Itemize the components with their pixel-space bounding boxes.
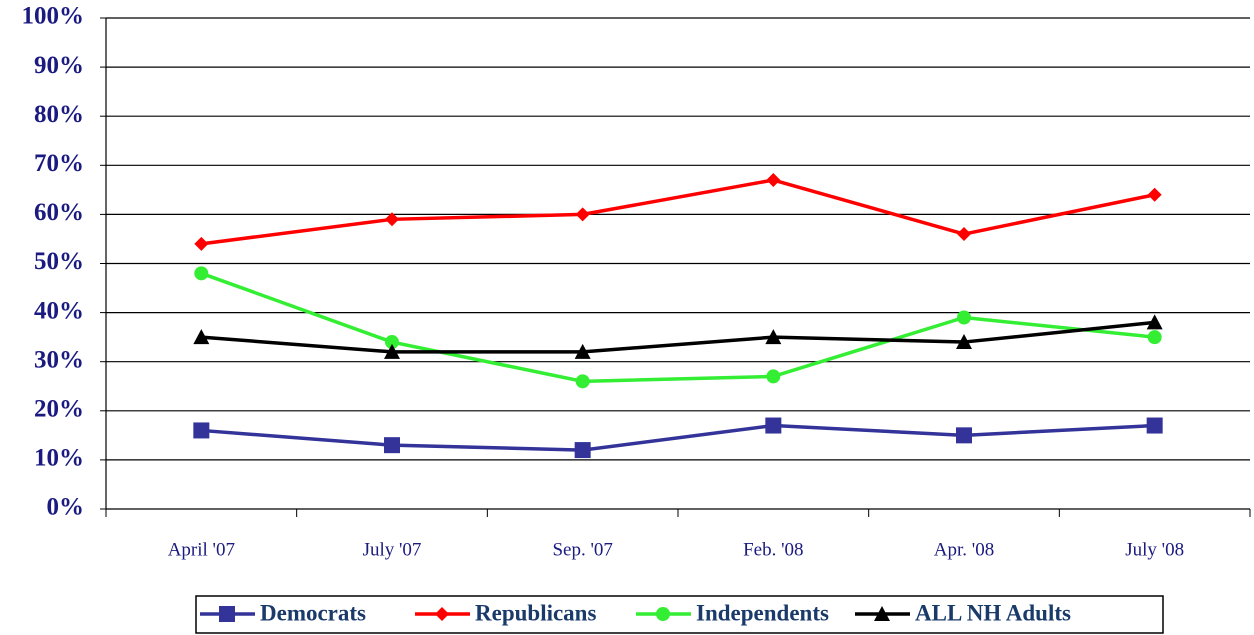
legend-label: Democrats <box>260 600 366 625</box>
marker <box>1146 417 1163 434</box>
marker <box>575 374 590 389</box>
series-line <box>200 271 1155 384</box>
marker <box>574 442 591 459</box>
legend-marker <box>435 607 449 621</box>
marker <box>957 227 971 242</box>
marker <box>766 173 781 188</box>
marker <box>765 329 782 345</box>
legend-label: Republicans <box>475 600 596 625</box>
y-tick-label: 60% <box>34 199 84 226</box>
legend-marker <box>874 606 890 621</box>
marker <box>766 369 781 384</box>
y-tick-label: 80% <box>34 101 84 128</box>
x-tick-label: Apr. '08 <box>934 539 994 560</box>
legend-marker <box>656 607 670 621</box>
y-tick-label: 70% <box>34 150 84 177</box>
y-tick-label: 50% <box>34 248 84 275</box>
marker <box>956 427 972 444</box>
series-line <box>201 178 1156 246</box>
x-tick-label: July '07 <box>363 539 422 560</box>
y-tick-label: 20% <box>34 396 84 423</box>
legend-label: Independents <box>696 600 829 625</box>
x-tick-label: July '08 <box>1125 539 1184 560</box>
marker <box>193 422 210 439</box>
marker <box>385 335 399 350</box>
x-tick-label: Sep. '07 <box>552 539 612 560</box>
marker <box>384 437 400 454</box>
marker <box>1146 314 1163 330</box>
legend-marker <box>219 606 235 622</box>
y-tick-label: 90% <box>34 52 84 79</box>
series-line <box>201 423 1155 452</box>
y-tick-label: 40% <box>34 297 84 324</box>
marker <box>1147 330 1162 345</box>
marker <box>956 334 972 350</box>
marker <box>575 207 590 222</box>
marker <box>385 212 399 227</box>
series-line <box>201 320 1155 354</box>
marker <box>1147 187 1162 202</box>
x-tick-label: Feb. '08 <box>743 539 803 560</box>
marker <box>193 329 210 345</box>
marker <box>384 343 400 359</box>
x-tick-label: April '07 <box>168 539 235 560</box>
y-tick-label: 100% <box>22 3 85 30</box>
marker <box>957 310 971 325</box>
marker <box>574 343 591 359</box>
y-tick-label: 0% <box>47 494 85 521</box>
marker <box>194 236 209 251</box>
marker <box>765 417 782 434</box>
marker <box>194 266 209 281</box>
y-tick-label: 30% <box>34 346 84 373</box>
y-tick-label: 10% <box>34 445 84 472</box>
legend-label: ALL NH Adults <box>915 600 1071 625</box>
